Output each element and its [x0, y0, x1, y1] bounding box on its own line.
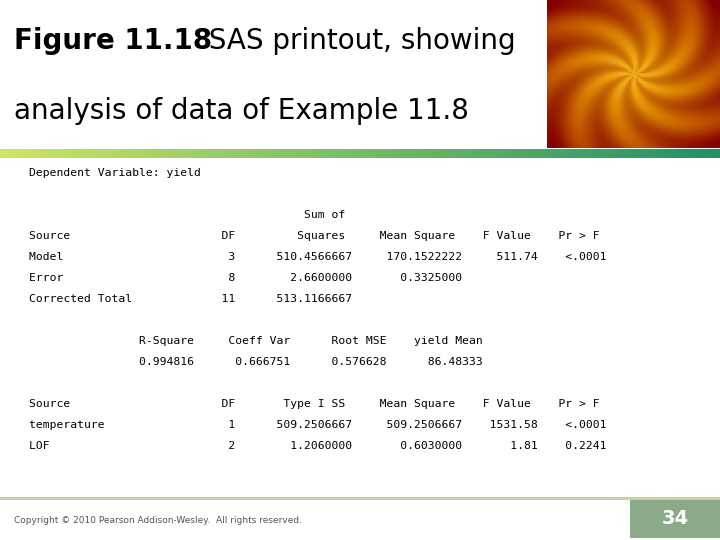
Text: Error                        8        2.6600000       0.3325000: Error 8 2.6600000 0.3325000: [29, 273, 462, 284]
Text: Dependent Variable: yield: Dependent Variable: yield: [29, 168, 201, 178]
Text: Figure 11.18: Figure 11.18: [14, 26, 212, 55]
Text: analysis of data of Example 11.8: analysis of data of Example 11.8: [14, 97, 469, 125]
Bar: [630, 500, 720, 538]
Text: 0.994816      0.666751      0.576628      86.48333: 0.994816 0.666751 0.576628 86.48333: [29, 357, 482, 367]
Text: LOF                          2        1.2060000       0.6030000       1.81    0.: LOF 2 1.2060000 0.6030000 1.81 0.: [29, 441, 606, 451]
Text: Model                        3      510.4566667     170.1522222     511.74    <.: Model 3 510.4566667 170.1522222 511.74 <…: [29, 252, 606, 262]
Text: SAS printout, showing: SAS printout, showing: [191, 26, 516, 55]
Text: Sum of: Sum of: [29, 210, 345, 220]
Text: Copyright © 2010 Pearson Addison-Wesley.  All rights reserved.: Copyright © 2010 Pearson Addison-Wesley.…: [14, 516, 302, 525]
Text: Corrected Total             11      513.1166667: Corrected Total 11 513.1166667: [29, 294, 352, 304]
Text: 34: 34: [662, 509, 688, 528]
Text: temperature                  1      509.2506667     509.2506667    1531.58    <.: temperature 1 509.2506667 509.2506667 15…: [29, 420, 606, 430]
Text: Source                      DF         Squares     Mean Square    F Value    Pr : Source DF Squares Mean Square F Value Pr: [29, 231, 600, 241]
Text: Source                      DF       Type I SS     Mean Square    F Value    Pr : Source DF Type I SS Mean Square F Value …: [29, 399, 600, 409]
Bar: [0, 497, 720, 500]
Text: R-Square     Coeff Var      Root MSE    yield Mean: R-Square Coeff Var Root MSE yield Mean: [29, 336, 482, 346]
